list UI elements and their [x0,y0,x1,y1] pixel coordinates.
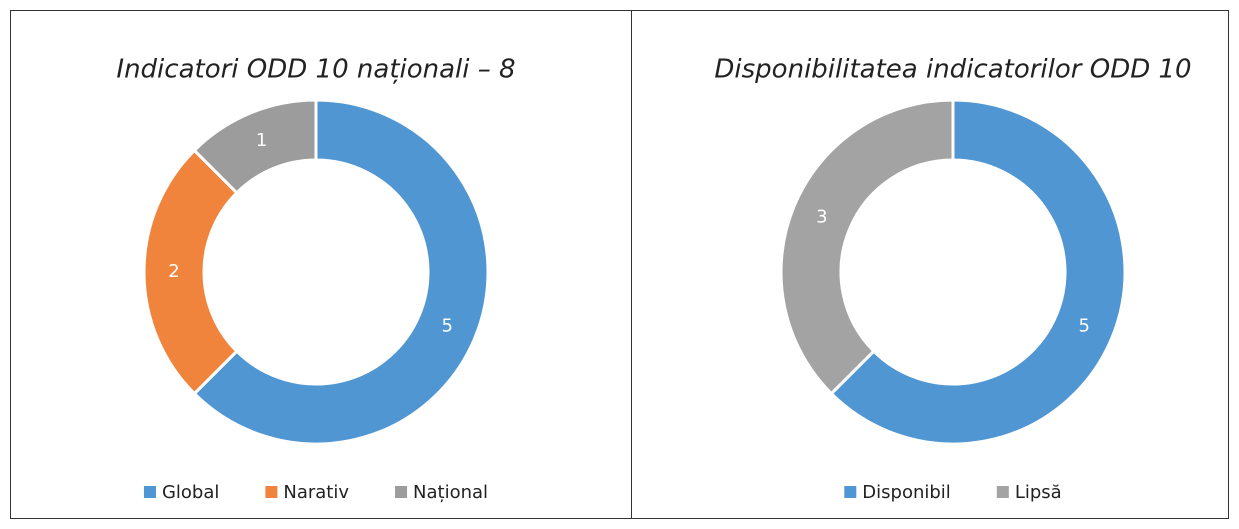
legend-label: Global [162,482,219,503]
legend-swatch [265,486,278,498]
data-label: 2 [168,261,179,282]
data-label: 5 [1078,315,1089,336]
data-label: 3 [816,207,827,228]
legend-swatch [844,486,857,498]
chart-title: Indicatori ODD 10 naționali – 8 [116,55,515,85]
donut-segment [779,98,955,396]
legend-swatch [143,486,156,498]
donut-segment [142,148,239,396]
legend-swatch [395,486,408,498]
data-label: 5 [441,315,452,336]
legend-label: Disponibil [862,482,951,503]
legend-label: Narativ [283,482,349,503]
legend-label: Lipsă [1015,482,1062,503]
donut-segment [192,98,318,195]
donut-segment [192,98,490,446]
chart-title: Disponibilitatea indicatorilor ODD 10 [714,55,1191,85]
data-label: 1 [256,130,267,151]
legend-swatch [996,486,1009,498]
legend-label: Național [413,482,488,503]
donut-segment [829,98,1127,446]
